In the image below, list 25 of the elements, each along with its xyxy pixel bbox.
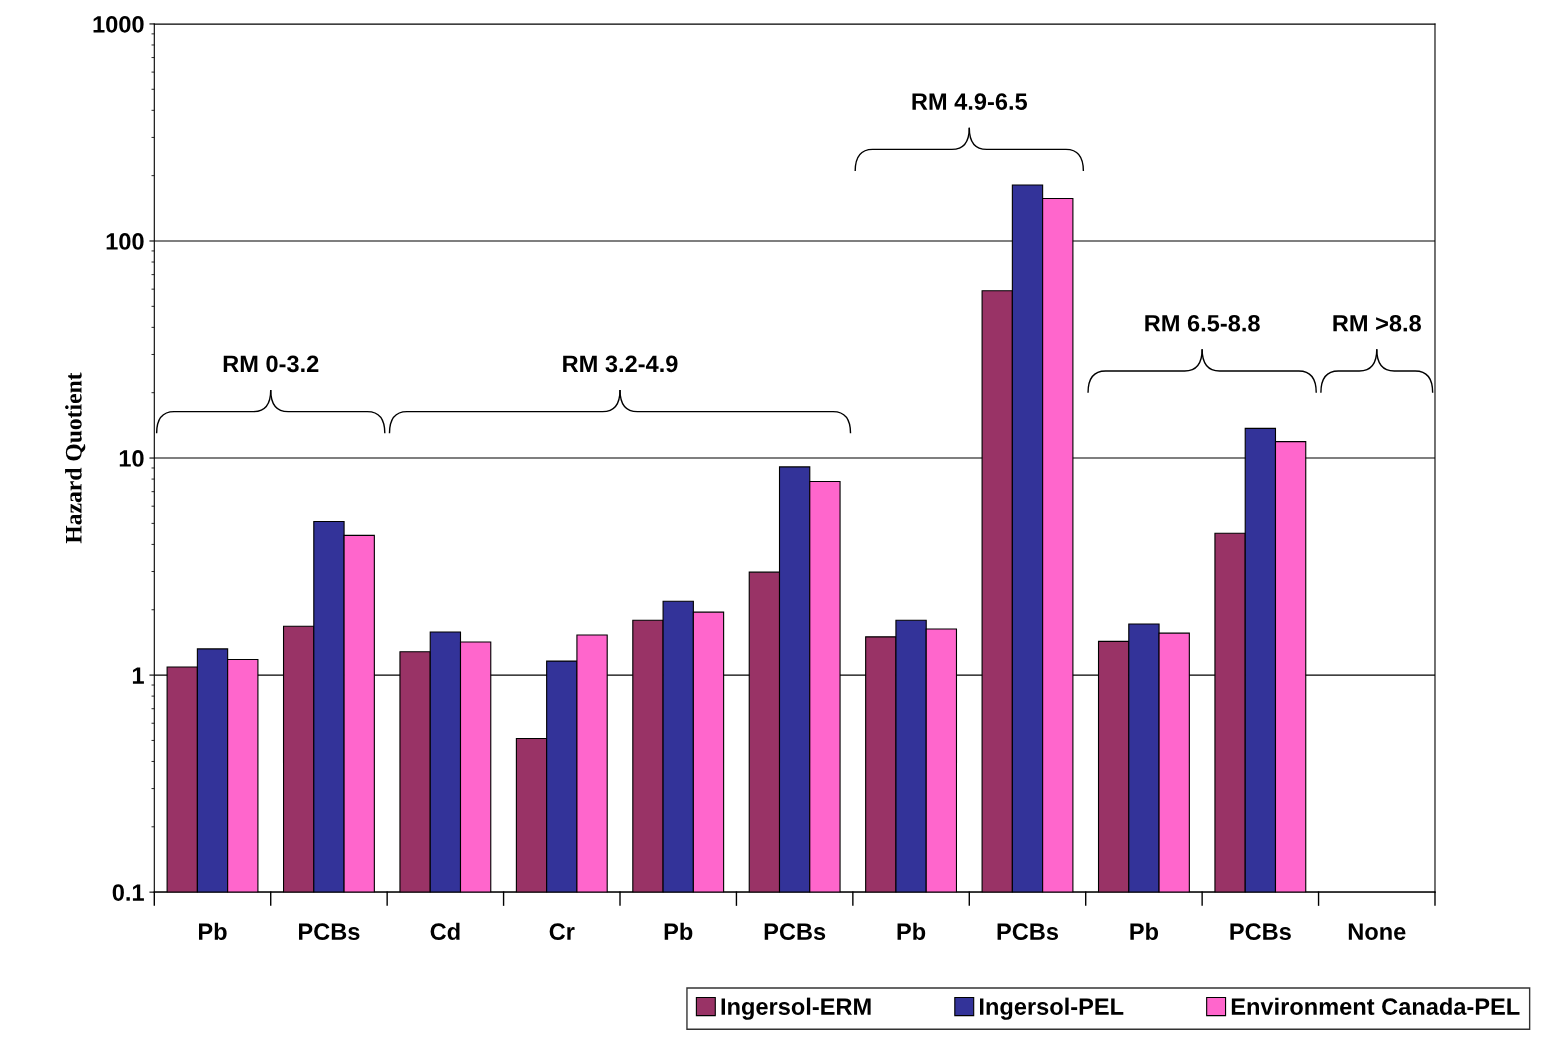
x-tick-label: Pb <box>897 922 926 941</box>
annotation: RM 3.2-4.9 <box>563 355 678 373</box>
y-tick-label: 1000 <box>93 16 144 33</box>
legend-label: Ingersol-PEL <box>980 997 1124 1020</box>
y-tick-label: 1 <box>132 667 144 684</box>
annotation: RM >8.8 <box>1333 314 1421 332</box>
legend-label: Ingersol-ERM <box>721 997 871 1020</box>
x-tick-label: Pb <box>199 922 227 941</box>
annotation: RM 4.9-6.5 <box>912 93 1028 110</box>
y-tick-label: 10 <box>119 450 144 467</box>
annotation: RM 6.5-8.8 <box>1145 314 1260 332</box>
x-tick-label: PCBs <box>997 923 1059 941</box>
x-tick-label: Pb <box>664 922 693 941</box>
x-tick-label: Cr <box>549 923 575 941</box>
x-tick-label: Pb <box>1130 922 1159 941</box>
x-tick-label: PCBs <box>764 923 826 941</box>
x-tick-label: PCBs <box>1230 923 1291 941</box>
x-tick-label: Cd <box>430 922 460 941</box>
y-tick-label: 100 <box>106 233 144 250</box>
x-tick-label: PCBs <box>299 923 360 941</box>
annotation: RM 0-3.2 <box>223 355 319 373</box>
y-axis-title: Hazard Quotient <box>65 372 86 544</box>
y-tick-label: 0.1 <box>112 884 144 901</box>
legend-label: Environment Canada-PEL <box>1231 997 1520 1015</box>
x-tick-label: None <box>1348 923 1406 941</box>
